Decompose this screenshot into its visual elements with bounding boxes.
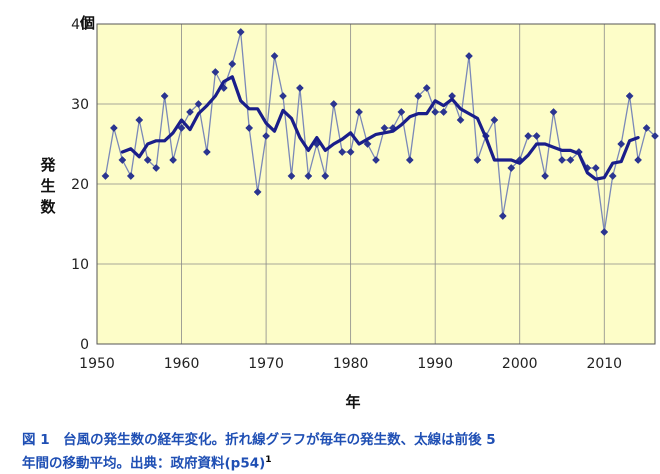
annual-count-point [414,92,423,100]
annual-count-point [143,156,152,164]
annual-count-point [465,52,473,60]
annual-count-point [532,132,541,140]
y-tick-label: 20 [71,177,89,193]
caption-line-2-wrap: 年間の移動平均。出典：政府資料(p54)1 [22,450,642,474]
typhoon-count-chart: 0 10 20 30 40 1950 1960 1970 1980 1990 2000 2010 個… [39,14,659,411]
annual-count-point [600,228,609,236]
annual-count-point [262,132,271,140]
annual-count-point [498,212,507,220]
y-tick-label: 10 [71,257,89,273]
y-tick-label: 40 [71,17,89,33]
x-tick-label: 1960 [164,356,200,372]
annual-count-point [101,172,110,180]
annual-count-point [253,188,262,196]
annual-count-point [490,116,499,124]
moving-average-series [120,75,640,181]
annual-count-point [566,156,575,164]
annual-count-point [295,84,304,92]
annual-count-point [177,124,186,132]
x-axis: 1950 1960 1970 1980 1990 2000 2010 [79,356,622,372]
annual-count-point [363,140,372,148]
annual-count-point [608,172,617,180]
y-axis: 0 10 20 30 40 [71,17,89,353]
annual-count-point [152,164,161,172]
annual-count-point [422,84,431,92]
annual-count-point [160,92,169,100]
annual-count-point [651,132,659,140]
x-tick-label: 1970 [248,356,284,372]
annual-count-point [287,172,296,180]
annual-count-point [109,124,118,132]
annual-count-point [270,52,279,60]
grid-lines [97,24,655,344]
annual-count-point [591,164,600,172]
annual-count-point [346,148,355,156]
annual-count-point [549,108,558,116]
annual-count-point [558,156,566,164]
annual-count-point [304,172,313,180]
x-tick-label: 1950 [79,356,115,372]
annual-count-point [642,124,651,132]
y-tick-label: 30 [71,97,89,113]
caption-footnote-mark: 1 [265,455,272,465]
annual-count-point [473,156,482,164]
annual-count-point [397,108,406,116]
annual-count-point [321,172,330,180]
caption-line-1: 図 1 台風の発生数の経年変化。折れ線グラフが毎年の発生数、太線は前後 5 [22,432,496,448]
annual-count-point [194,100,203,108]
annual-count-point [245,124,254,132]
x-tick-label: 1980 [333,356,369,372]
x-tick-label: 2010 [586,356,622,372]
annual-count-point [456,116,465,124]
annual-count-point [135,116,144,124]
annual-count-point [541,172,550,180]
annual-count-point [202,148,211,156]
annual-count-point [507,164,516,172]
annual-count-point [405,156,414,164]
annual-count-point [236,28,245,36]
moving-average-line [120,75,640,181]
annual-count-point [625,92,634,100]
y-unit-label: 個 [79,14,95,32]
annual-count-point [279,92,287,100]
annual-count-point [617,140,626,148]
annual-count-point [634,156,643,164]
x-tick-label: 1990 [417,356,453,372]
caption-line-2: 年間の移動平均。出典：政府資料(p54) [22,455,266,472]
annual-count-point [524,132,533,140]
annual-count-series [101,28,659,236]
annual-count-point [118,156,127,164]
x-tick-label: 2000 [502,356,538,372]
annual-count-point [355,108,364,116]
annual-count-point [338,148,347,156]
annual-count-point [372,156,380,164]
annual-count-point [211,68,220,76]
figure-caption: 図 1 台風の発生数の経年変化。折れ線グラフが毎年の発生数、太線は前後 5 年間… [22,430,642,474]
annual-count-point [186,108,194,116]
x-axis-title: 年 [345,393,360,411]
y-axis-title: 発生数 [39,156,56,216]
y-tick-label: 0 [80,337,89,353]
annual-count-point [439,108,448,116]
annual-count-point [228,60,237,68]
annual-count-point [169,156,178,164]
plot-frame [96,23,656,345]
annual-count-point [329,100,338,108]
annual-count-point [126,172,135,180]
annual-count-point [431,108,440,116]
